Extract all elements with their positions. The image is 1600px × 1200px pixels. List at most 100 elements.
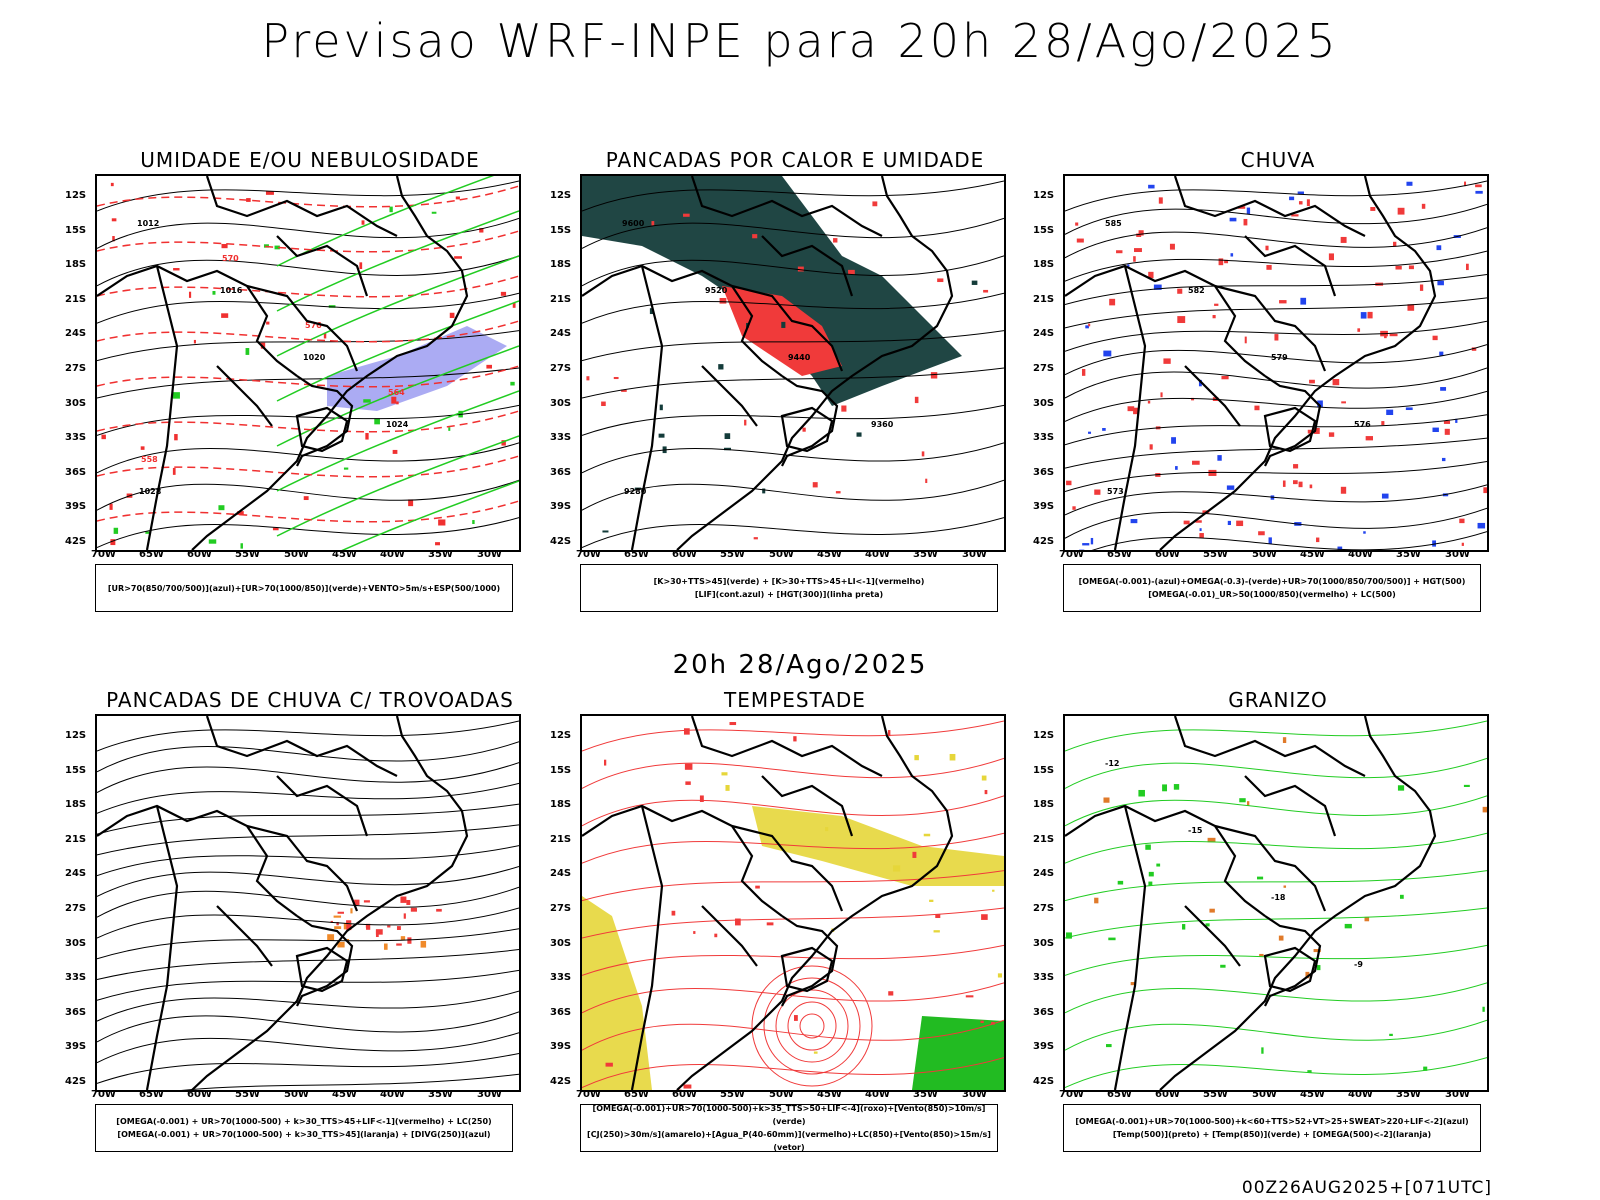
latitude-label: 27S (65, 363, 87, 374)
panel-title: PANCADAS POR CALOR E UMIDADE (605, 148, 985, 172)
latitude-label: 30S (65, 397, 87, 409)
longitude-label: 55W (235, 1089, 260, 1100)
humidity-area (327, 326, 507, 411)
longitude-label: 45W (332, 549, 357, 560)
legend-line: [LIF](cont.azul) + [HGT(300)](linha pret… (694, 590, 884, 599)
longitude-label: 45W (817, 1089, 842, 1100)
scattered-field (604, 722, 1002, 1090)
longitude-label: 40W (865, 549, 890, 560)
map-frame (580, 714, 1006, 1092)
longitude-label: 65W (1107, 549, 1132, 560)
longitude-label: 30W (962, 549, 987, 560)
scattered-field (327, 896, 442, 950)
latitude-label: 15S (65, 224, 87, 236)
longitude-label: 70W (576, 1089, 601, 1100)
latitude-label: 39S (1033, 501, 1055, 513)
contour-label: -12 (1105, 759, 1119, 768)
wind-850-area (912, 1016, 1004, 1090)
main-title: Previsao WRF-INPE para 20h 28/Ago/2025 (261, 14, 1339, 68)
contour-label: 564 (388, 388, 405, 397)
latitude-label: 33S (65, 432, 87, 444)
latitude-label: 42S (65, 1076, 87, 1087)
latitude-label: 12S (65, 190, 87, 201)
latitude-label: 30S (1033, 397, 1055, 409)
longitude-label: 50W (1252, 1089, 1277, 1100)
map-canvas: -12 -15 -18 -9 (1065, 716, 1487, 1090)
longitude-label: 65W (624, 549, 649, 560)
legend-line: [OMEGA(-0.001) + UR>70(1000-500) + k>30_… (117, 1130, 491, 1139)
legend-line: [UR>70(850/700/500)](azul)+[UR>70(1000/8… (107, 583, 501, 593)
latitude-label: 15S (65, 764, 87, 776)
map-canvas (97, 716, 519, 1090)
li-negative-area (722, 286, 842, 376)
latitude-label: 27S (1033, 363, 1055, 374)
latitude-label: 15S (550, 764, 572, 776)
longitude-label: 70W (91, 549, 116, 560)
panel-umidade: UMIDADE E/OU NEBULOSIDADE 1012 1016 1020 102… (65, 148, 525, 628)
legend-box: [UR>70(850/700/500)](azul)+[UR>70(1000/8… (95, 564, 513, 612)
longitude-label: 45W (1300, 549, 1325, 560)
latitude-label: 33S (65, 972, 87, 984)
longitude-label: 40W (865, 1089, 890, 1100)
latitude-label: 36S (550, 466, 572, 478)
latitude-label: 18S (65, 799, 87, 811)
latitude-label: 21S (1033, 833, 1055, 845)
longitude-label: 60W (1155, 549, 1180, 560)
latitude-label: 21S (550, 833, 572, 845)
latitude-label: 12S (550, 190, 572, 201)
latitude-label: 33S (1033, 972, 1055, 984)
latitude-label: 21S (65, 833, 87, 845)
panel-title: UMIDADE E/OU NEBULOSIDADE (140, 148, 480, 172)
longitude-label: 50W (769, 549, 794, 560)
longitude-label: 30W (477, 549, 502, 560)
map-frame: -12 -15 -18 -9 (1063, 714, 1489, 1092)
legend-box: [OMEGA(-0.001)+UR>70(1000-500)+k<60+TTS>… (1063, 1104, 1481, 1152)
longitude-label: 30W (477, 1089, 502, 1100)
longitude-label: 50W (284, 549, 309, 560)
scattered-field (1066, 737, 1487, 1073)
contour-label: 576 (1354, 420, 1371, 429)
contour-label: -15 (1188, 826, 1203, 835)
political-borders (582, 176, 954, 550)
latitude-label: 33S (550, 972, 572, 984)
latitude-label: 39S (65, 501, 87, 513)
isolines (97, 720, 519, 1090)
panel-pancadas-calor: PANCADAS POR CALOR E UMIDADE 9600 9520 9440… (550, 148, 1010, 628)
jet-stream-area (752, 806, 1004, 886)
contour-label: 576 (305, 321, 322, 330)
latitude-label: 39S (550, 1041, 572, 1053)
contour-label: 9600 (622, 219, 645, 228)
legend-line: [CJ(250)>30m/s](amarelo)+[Agua_P(40-60mm… (587, 1130, 991, 1152)
longitude-label: 70W (1059, 1089, 1084, 1100)
longitude-label: 60W (187, 549, 212, 560)
legend-line: [OMEGA(-0.001)+UR>70(1000-500)+k>35_TTS>… (592, 1104, 986, 1126)
longitude-label: 70W (91, 1089, 116, 1100)
latitude-label: 30S (1033, 937, 1055, 949)
latitude-label: 30S (65, 937, 87, 949)
longitude-label: 50W (284, 1089, 309, 1100)
latitude-label: 12S (1033, 730, 1055, 741)
legend-box: [OMEGA(-0.001) + UR>70(1000-500) + k>30_… (95, 1104, 513, 1152)
contour-label: -18 (1271, 893, 1286, 902)
panel-title: CHUVA (1240, 148, 1316, 172)
political-borders (97, 716, 469, 1090)
longitude-label: 65W (624, 1089, 649, 1100)
contour-label: 1020 (303, 353, 326, 362)
panel-chuva: CHUVA 585 582 579 576 573 12S 15S 18S 21S 24S 27S 30… (1033, 148, 1493, 628)
contour-label: 585 (1105, 219, 1122, 228)
longitude-label: 70W (1059, 549, 1084, 560)
longitude-label: 60W (672, 549, 697, 560)
map-canvas: 585 582 579 576 573 (1065, 176, 1487, 550)
contour-label: 573 (1107, 487, 1124, 496)
latitude-label: 18S (65, 259, 87, 271)
run-footer: 00Z26AUG2025+[071UTC] (1241, 1178, 1492, 1198)
panel-title: TEMPESTADE (724, 688, 866, 712)
longitude-label: 65W (139, 549, 164, 560)
longitude-label: 55W (1203, 549, 1228, 560)
longitude-label: 65W (1107, 1089, 1132, 1100)
longitude-label: 35W (913, 549, 938, 560)
latitude-label: 24S (65, 328, 87, 340)
contour-label: 579 (1271, 353, 1288, 362)
contour-label: 1012 (137, 219, 159, 228)
latitude-label: 42S (65, 536, 87, 547)
